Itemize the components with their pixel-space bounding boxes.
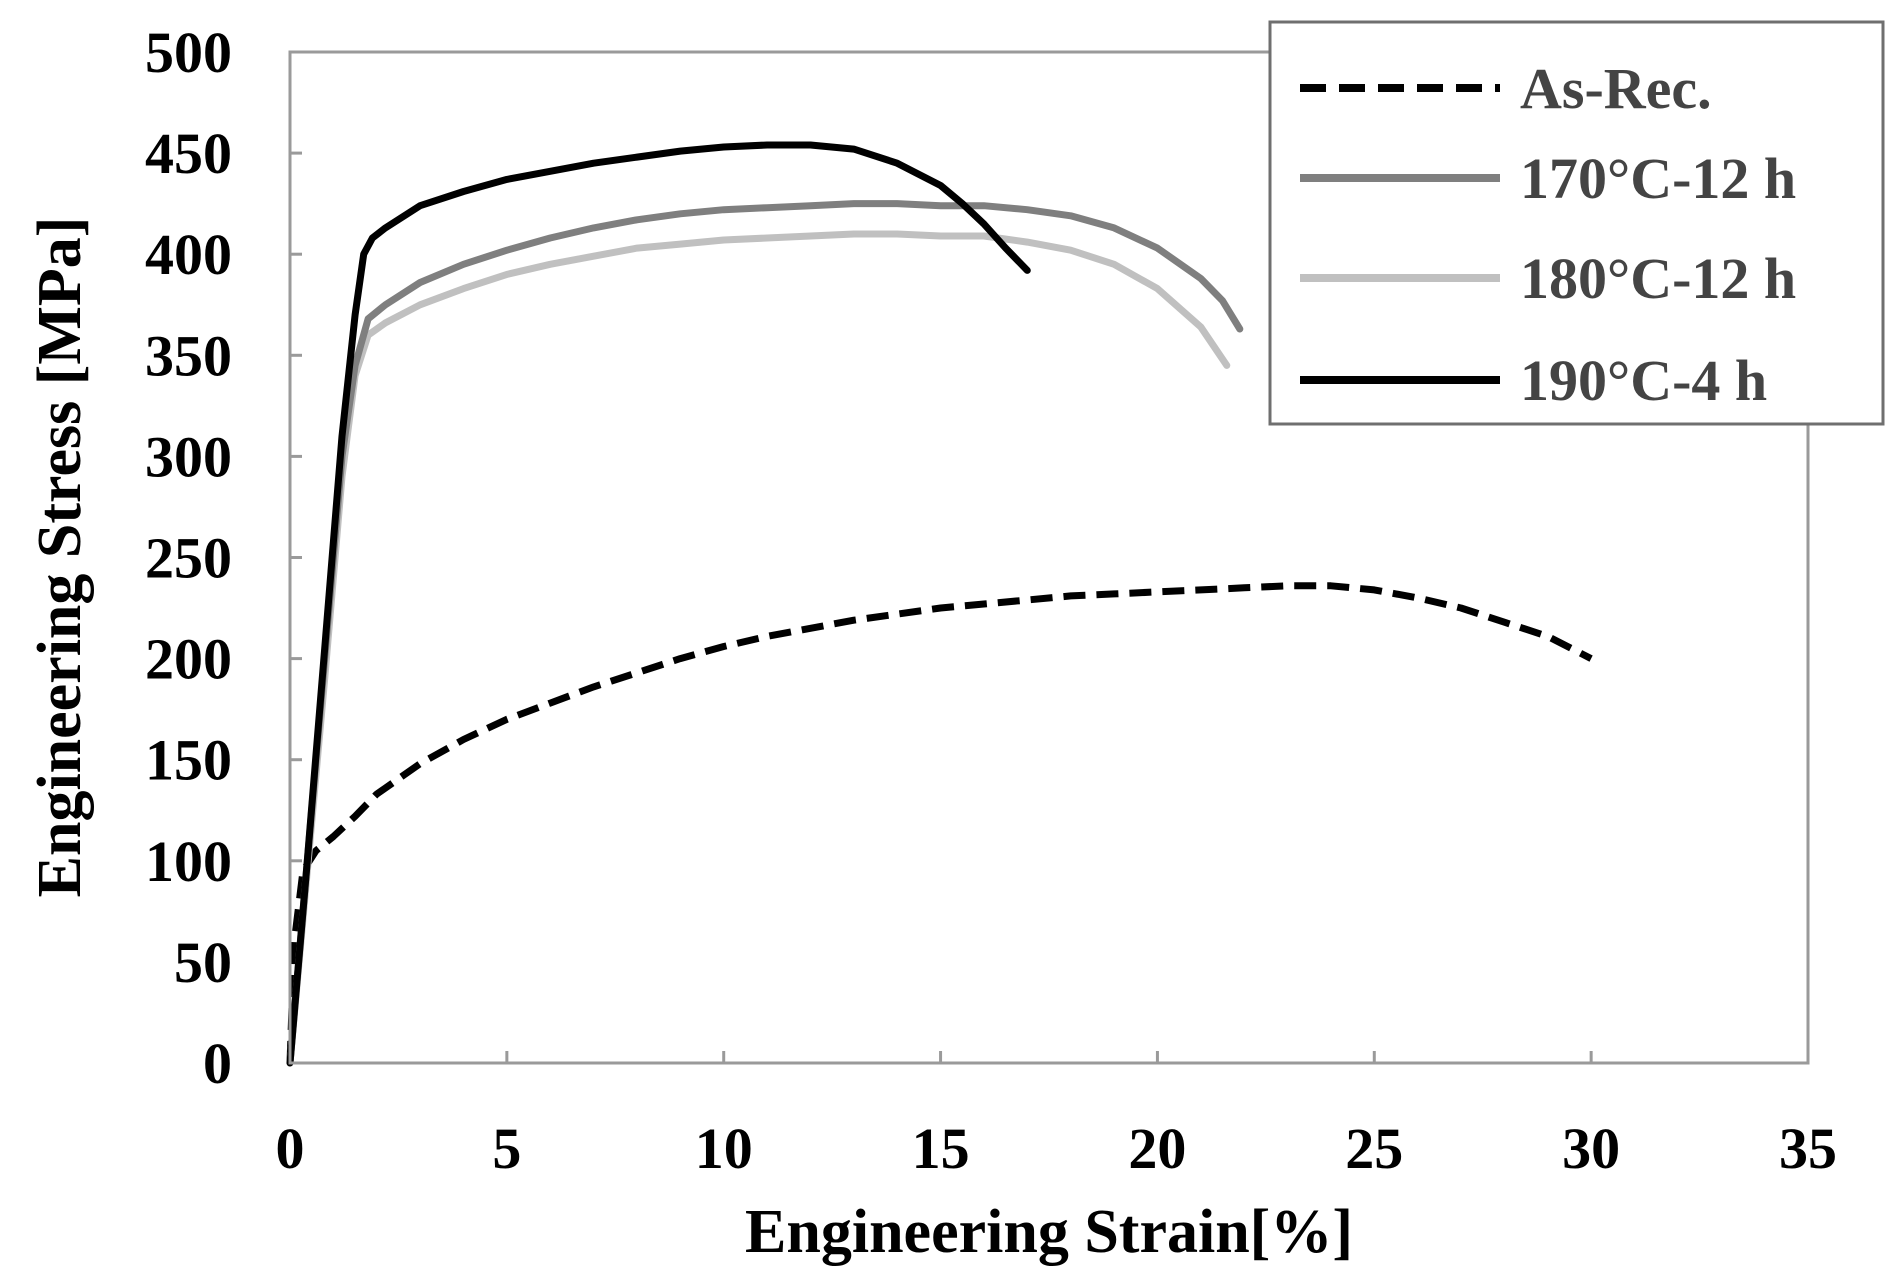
y-tick-label: 300	[145, 424, 232, 489]
legend-box	[1268, 20, 1885, 426]
x-tick-label: 15	[912, 1116, 970, 1181]
y-tick-label: 450	[145, 121, 232, 186]
y-tick-label: 400	[145, 222, 232, 287]
x-tick-label: 25	[1345, 1116, 1403, 1181]
y-tick-label: 350	[145, 323, 232, 388]
series-line-as-rec	[286, 582, 1593, 1064]
x-tick-label: 30	[1562, 1116, 1620, 1181]
series-line-170c-12-h	[286, 200, 1244, 1067]
x-tick-label: 10	[695, 1116, 753, 1181]
x-axis-title: Engineering Strain[%]	[745, 1198, 1353, 1266]
x-tick-label: 20	[1128, 1116, 1186, 1181]
plot-area-frame	[288, 50, 1810, 1065]
series-line-180c-12-h	[286, 230, 1231, 1067]
x-tick-label: 0	[276, 1116, 305, 1181]
y-axis-title: Engineering Stress [MPa]	[26, 217, 94, 898]
legend-label-180c-12-h: 180°C-12 h	[1520, 246, 1796, 311]
x-tick-label: 5	[492, 1116, 521, 1181]
y-tick-label: 0	[203, 1031, 232, 1096]
y-tick-label: 250	[145, 526, 232, 591]
y-tick-label: 200	[145, 627, 232, 692]
legend: As-Rec. 170°C-12 h 180°C-12 h 190°C-4 h	[1268, 20, 1885, 426]
legend-label-as-rec: As-Rec.	[1520, 56, 1712, 121]
series-line-190c-4-h	[286, 141, 1031, 1067]
y-tick-label: 500	[145, 20, 232, 85]
y-tick-label: 150	[145, 728, 232, 793]
x-tick-label: 35	[1779, 1116, 1837, 1181]
y-tick-label: 100	[145, 829, 232, 894]
legend-label-170c-12-h: 170°C-12 h	[1520, 146, 1796, 211]
y-tick-label: 50	[174, 930, 232, 995]
legend-label-190c-4-h: 190°C-4 h	[1520, 348, 1767, 413]
